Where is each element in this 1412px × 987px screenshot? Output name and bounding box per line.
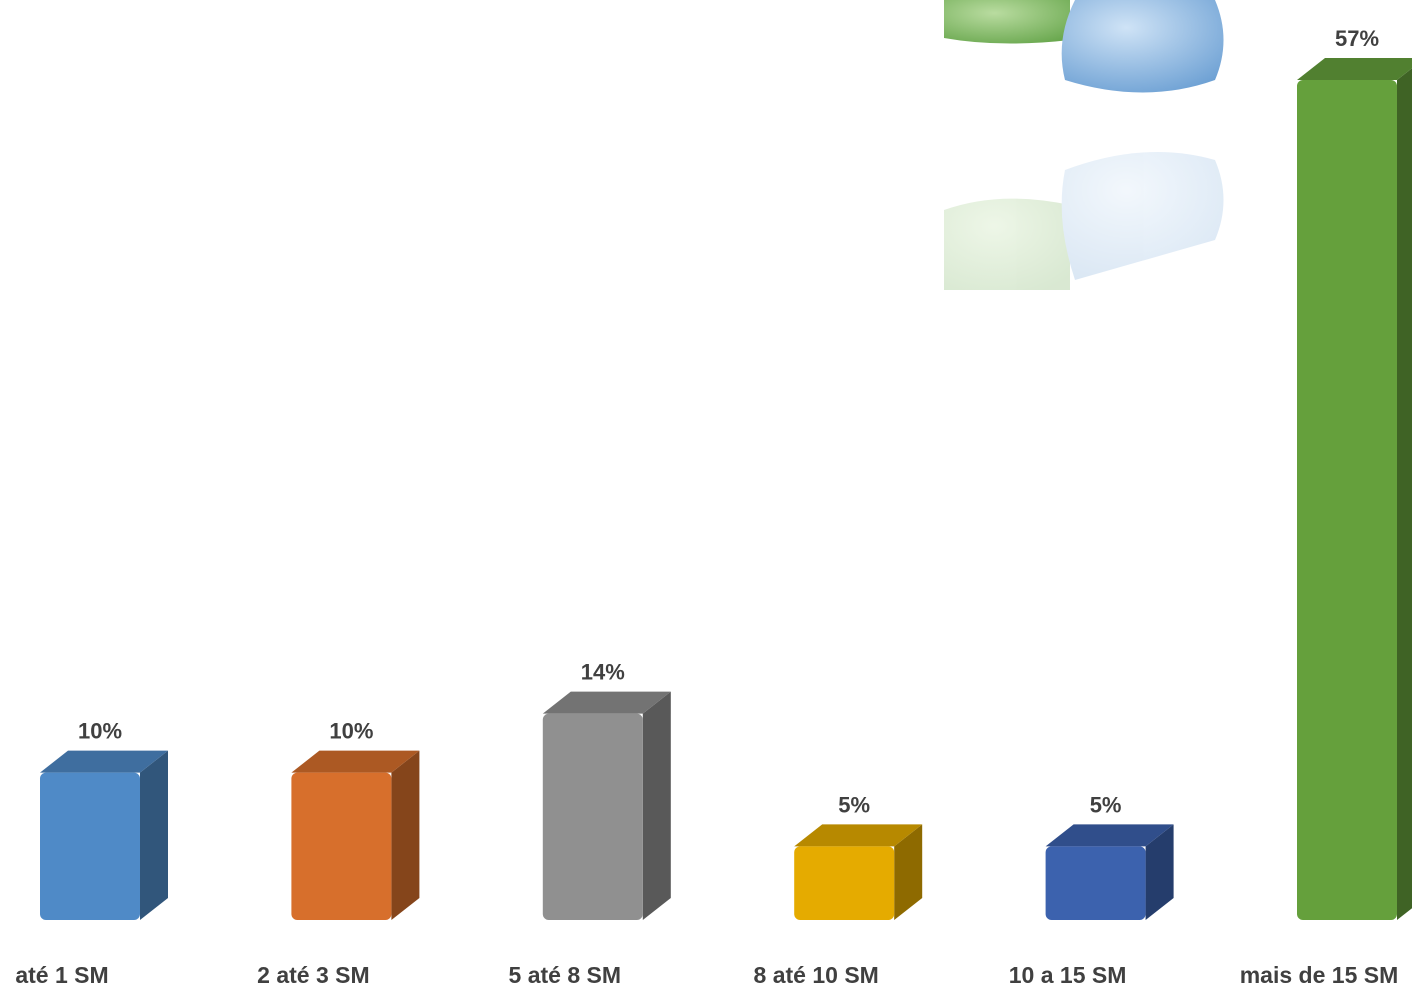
value-label: 10% [78,719,122,744]
x-tick-label: 10 a 15 SM [1009,962,1127,987]
bar-top [542,691,671,714]
bar-side [391,750,420,920]
bar-side [140,750,168,920]
bar [1045,846,1146,920]
value-label: 10% [329,719,373,744]
bar-side [1145,824,1174,920]
bar-side [894,824,923,920]
bar [40,772,140,920]
bar [1297,80,1397,920]
bar-top [40,750,168,773]
bar [794,846,895,920]
bar-side [1397,68,1412,920]
bar [291,772,392,920]
x-tick-label: 8 até 10 SM [754,962,879,987]
value-label: 14% [581,660,625,685]
value-label: 57% [1335,26,1379,51]
people-icon [944,0,1224,290]
value-label: 5% [838,792,870,817]
x-tick-label: até 1 SM [15,962,108,987]
bar-side [642,691,671,920]
bar-top [794,824,923,847]
bar-top [1297,58,1412,80]
bar-top [1045,824,1174,847]
bar [542,713,643,920]
x-tick-label: mais de 15 SM [1240,962,1399,987]
value-label: 5% [1090,792,1122,817]
x-tick-label: 5 até 8 SM [509,962,622,987]
x-tick-label: 2 até 3 SM [257,962,370,987]
bar-top [291,750,420,773]
